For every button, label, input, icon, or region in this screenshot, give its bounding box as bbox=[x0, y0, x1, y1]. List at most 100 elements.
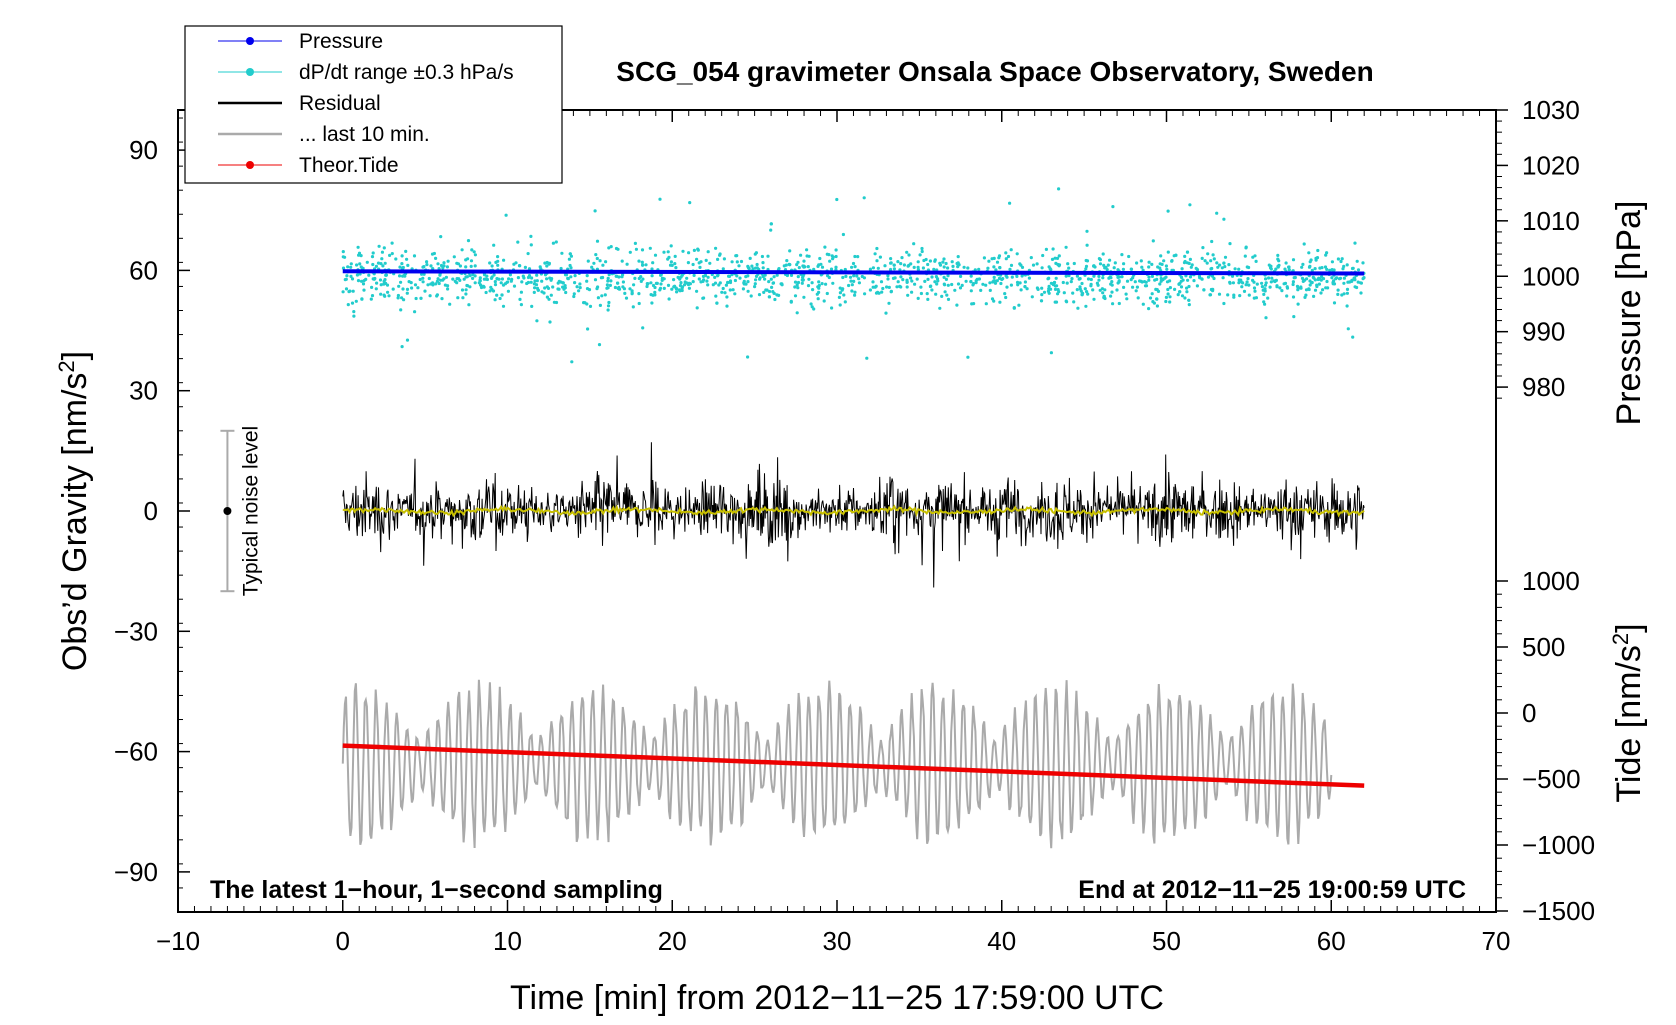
dpdt-point bbox=[725, 304, 729, 308]
dpdt-point bbox=[1166, 292, 1170, 296]
dpdt-point bbox=[1342, 264, 1346, 268]
dpdt-point bbox=[549, 293, 553, 297]
dpdt-point bbox=[1187, 284, 1191, 289]
dpdt-point bbox=[956, 261, 960, 265]
dpdt-point bbox=[545, 295, 550, 299]
dpdt-point bbox=[407, 280, 411, 284]
dpdt-point bbox=[805, 254, 809, 258]
dpdt-point bbox=[896, 280, 900, 284]
dpdt-point bbox=[893, 276, 897, 280]
dpdt-point bbox=[540, 279, 544, 283]
dpdt-point bbox=[1018, 281, 1022, 285]
dpdt-point bbox=[648, 246, 652, 250]
dpdt-point bbox=[1264, 277, 1268, 281]
dpdt-point bbox=[1262, 300, 1266, 304]
dpdt-point bbox=[721, 286, 725, 291]
dpdt-point bbox=[825, 291, 829, 296]
dpdt-point bbox=[950, 282, 954, 287]
dpdt-point bbox=[895, 285, 899, 289]
dpdt-point bbox=[391, 287, 395, 291]
dpdt-point bbox=[799, 253, 803, 257]
dpdt-point bbox=[379, 262, 383, 266]
dpdt-point bbox=[1108, 275, 1112, 279]
typical-noise-bar: Typical noise level bbox=[220, 426, 262, 596]
dpdt-point bbox=[1222, 261, 1226, 265]
dpdt-point bbox=[698, 265, 702, 269]
x-tick-label: 50 bbox=[1152, 926, 1181, 956]
dpdt-point bbox=[769, 222, 773, 226]
dpdt-point bbox=[1160, 262, 1164, 266]
dpdt-point bbox=[919, 291, 924, 296]
dpdt-point bbox=[1050, 257, 1055, 261]
dpdt-point bbox=[1023, 285, 1027, 289]
dpdt-point bbox=[418, 277, 422, 282]
dpdt-point bbox=[1356, 280, 1360, 284]
dpdt-point bbox=[1164, 295, 1168, 299]
dpdt-point bbox=[802, 265, 806, 269]
dpdt-point bbox=[754, 278, 758, 282]
dpdt-point bbox=[593, 278, 598, 282]
dpdt-point bbox=[1194, 266, 1198, 270]
dpdt-point bbox=[1108, 258, 1112, 262]
dpdt-point bbox=[1166, 250, 1170, 254]
dpdt-point bbox=[609, 245, 613, 249]
dpdt-point bbox=[1245, 265, 1249, 269]
dpdt-point bbox=[639, 279, 643, 283]
dpdt-point bbox=[837, 295, 842, 299]
dpdt-point bbox=[421, 280, 425, 284]
tide-tick-label: 1000 bbox=[1522, 566, 1580, 596]
dpdt-point bbox=[1001, 277, 1005, 281]
dpdt-point bbox=[785, 259, 789, 263]
dpdt-point bbox=[1321, 288, 1325, 292]
dpdt-point bbox=[1135, 261, 1139, 265]
dpdt-point bbox=[1047, 265, 1051, 269]
dpdt-point bbox=[465, 275, 469, 279]
dpdt-point bbox=[1111, 302, 1115, 306]
dpdt-point bbox=[1111, 205, 1115, 209]
dpdt-point bbox=[762, 290, 766, 294]
dpdt-point bbox=[359, 279, 364, 283]
dpdt-point bbox=[1113, 261, 1117, 265]
dpdt-point bbox=[1125, 297, 1129, 301]
dpdt-point bbox=[650, 267, 654, 271]
dpdt-point bbox=[902, 263, 907, 267]
dpdt-point bbox=[721, 267, 725, 271]
dpdt-point bbox=[446, 287, 450, 291]
dpdt-point bbox=[1009, 248, 1013, 252]
dpdt-point bbox=[398, 274, 402, 278]
dpdt-point bbox=[516, 276, 521, 280]
pressure-tick-label: 1010 bbox=[1522, 206, 1580, 236]
dpdt-point bbox=[753, 285, 757, 289]
dpdt-point bbox=[853, 293, 857, 297]
dpdt-point bbox=[1190, 263, 1194, 267]
dpdt-point bbox=[823, 245, 827, 249]
dpdt-point bbox=[1109, 294, 1113, 298]
dpdt-point bbox=[910, 279, 914, 283]
dpdt-point bbox=[1284, 261, 1288, 265]
dpdt-point bbox=[470, 248, 474, 252]
dpdt-point bbox=[1110, 290, 1114, 294]
dpdt-point bbox=[375, 281, 379, 285]
dpdt-point bbox=[400, 254, 404, 258]
dpdt-point bbox=[1307, 287, 1311, 292]
dpdt-point bbox=[374, 264, 378, 268]
dpdt-point bbox=[399, 308, 403, 312]
dpdt-point bbox=[420, 272, 424, 276]
dpdt-point bbox=[735, 254, 739, 258]
dpdt-point bbox=[966, 355, 970, 359]
dpdt-point bbox=[434, 282, 438, 286]
dpdt-point bbox=[830, 254, 834, 258]
pressure-tick-label: 1020 bbox=[1522, 150, 1580, 180]
dpdt-point bbox=[1312, 294, 1316, 298]
dpdt-point bbox=[733, 278, 738, 283]
dpdt-point bbox=[1291, 280, 1295, 284]
dpdt-point bbox=[384, 273, 388, 277]
dpdt-point bbox=[501, 304, 506, 308]
dpdt-point bbox=[659, 282, 663, 286]
x-tick-label: 10 bbox=[493, 926, 522, 956]
dpdt-point bbox=[1316, 248, 1320, 253]
dpdt-point bbox=[746, 280, 750, 284]
dpdt-point bbox=[1097, 274, 1101, 278]
dpdt-point bbox=[944, 277, 949, 281]
dpdt-point bbox=[1247, 293, 1251, 297]
